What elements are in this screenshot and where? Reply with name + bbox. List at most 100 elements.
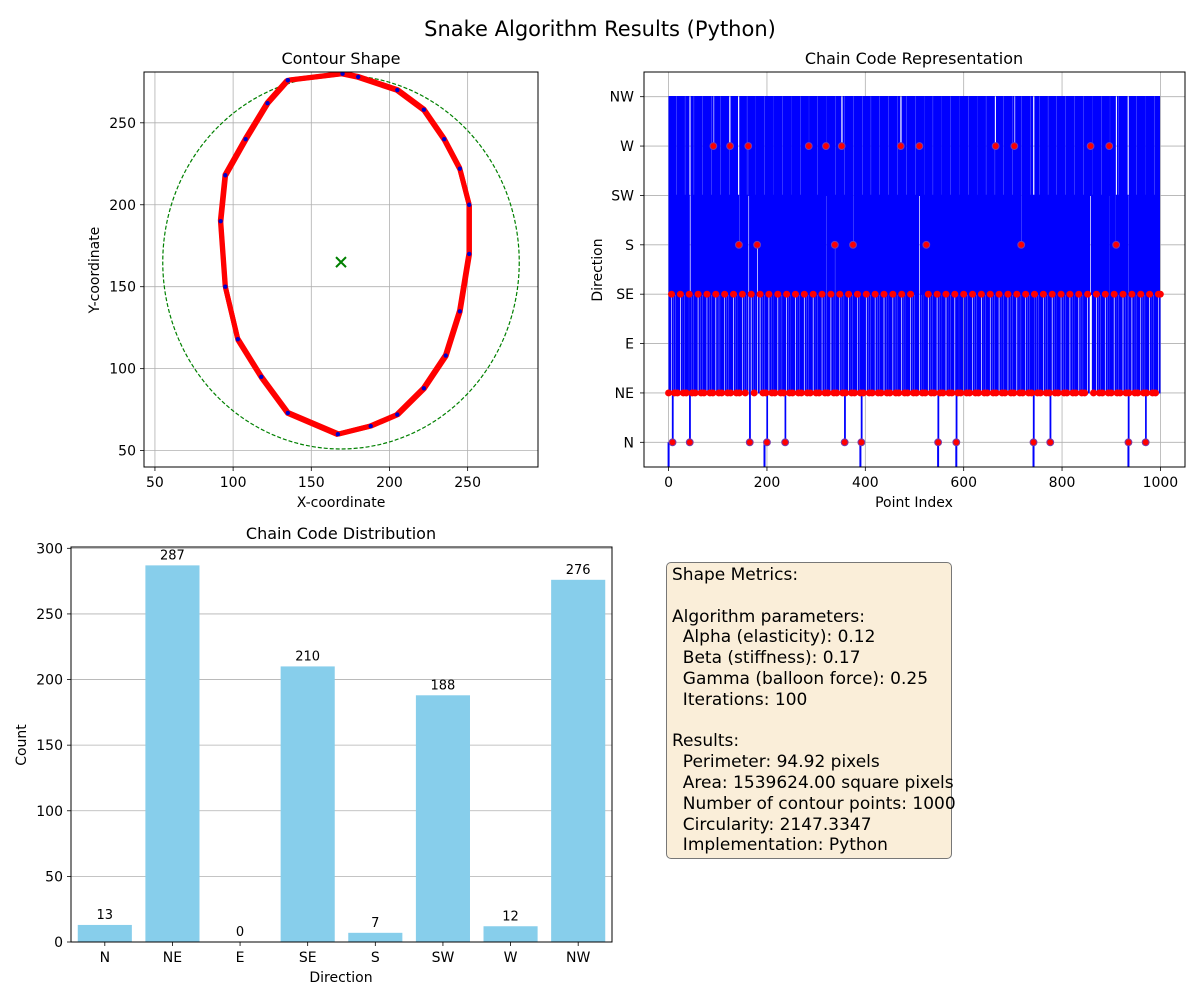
chain-code-point	[850, 389, 858, 397]
chain-code-point	[1001, 389, 1009, 397]
chain-code-point	[840, 438, 849, 447]
chain-code-point	[700, 389, 708, 397]
chain-code-point	[750, 389, 758, 397]
chain-code-plot-area	[665, 96, 1164, 467]
metrics-line: Results:	[672, 731, 740, 752]
contour-point	[457, 166, 463, 171]
distribution-x-tick-label: W	[504, 950, 518, 966]
metrics-line: Implementation: Python	[672, 835, 888, 856]
contour-x-tick-label: 150	[298, 475, 325, 491]
contour-point	[223, 173, 228, 178]
chain-code-point	[845, 290, 853, 298]
chain-code-point	[726, 142, 734, 150]
metrics-line: Gamma (balloon force): 0.25	[672, 668, 929, 689]
contour-point	[443, 353, 448, 358]
chain-code-point	[952, 438, 961, 447]
contour-point	[235, 336, 241, 342]
chain-code-point	[969, 290, 977, 298]
chain-code-point	[694, 290, 702, 298]
chain-code-point	[1128, 290, 1136, 298]
chain-code-point	[995, 290, 1003, 298]
chain-code-point	[859, 389, 867, 397]
chain-code-point	[1031, 290, 1039, 298]
distribution-x-tick-label: N	[100, 950, 110, 966]
chain-code-point	[1057, 290, 1065, 298]
chain-code-point	[1028, 389, 1036, 397]
distribution-x-tick-label: NW	[566, 950, 590, 966]
chain-code-point	[745, 438, 754, 447]
chain-code-point	[1098, 389, 1106, 397]
chain-code-point	[735, 240, 743, 249]
contour-y-tick-label: 100	[109, 362, 136, 378]
distribution-y-tick-label: 0	[54, 935, 63, 951]
chain-code-point	[915, 142, 924, 150]
chain-code-point	[830, 240, 839, 249]
chain-code-y-tick-label: E	[625, 337, 634, 353]
chain-code-point	[1105, 142, 1114, 150]
metrics-line	[672, 711, 951, 732]
distribution-axes-frame	[70, 546, 613, 943]
metrics-line: Shape Metrics:	[672, 565, 799, 585]
contour-point	[355, 74, 361, 80]
chain-code-point	[789, 389, 797, 397]
chain-code-point	[853, 290, 861, 298]
chain-code-point	[1022, 290, 1030, 298]
chain-code-point	[668, 290, 676, 298]
contour-y-tick-label: 50	[118, 444, 136, 460]
chain-code-point	[957, 389, 965, 397]
chain-code-x-tick-label: 600	[950, 475, 977, 491]
chain-code-point	[824, 389, 832, 397]
chain-code-point	[1036, 389, 1044, 397]
chain-code-point	[665, 389, 673, 397]
chain-code-point	[921, 389, 929, 397]
distribution-y-tick-label: 150	[36, 738, 63, 754]
contour-point	[218, 218, 223, 224]
distribution-bar-value-label: 0	[236, 925, 244, 940]
chain-code-point	[886, 389, 894, 397]
chain-code-point	[933, 290, 941, 298]
distribution-bar	[77, 924, 132, 942]
chain-code-x-tick-label: 400	[852, 475, 879, 491]
contour-point	[395, 87, 400, 93]
chain-code-point	[992, 389, 1000, 397]
chain-code-point	[951, 290, 959, 298]
chain-code-point	[804, 142, 813, 150]
distribution-x-tick-label: S	[371, 950, 380, 966]
chain-code-point	[934, 438, 943, 447]
chain-code-point	[827, 290, 835, 298]
contour-point	[421, 386, 427, 391]
chain-code-x-axis-label: Point Index	[875, 495, 953, 511]
chain-code-point	[1054, 389, 1062, 397]
chain-code-point	[1141, 438, 1150, 447]
distribution-x-tick-label: SE	[299, 950, 317, 966]
contour-point	[259, 374, 264, 380]
distribution-x-tick-label: SW	[432, 950, 455, 966]
distribution-x-tick-label: E	[236, 950, 245, 966]
figure-suptitle: Snake Algorithm Results (Python)	[424, 17, 776, 41]
chain-code-x-tick-label: 200	[754, 475, 781, 491]
chain-code-y-tick-label: W	[620, 139, 634, 155]
contour-grid	[140, 72, 538, 471]
chain-code-point	[939, 389, 947, 397]
contour-point	[335, 432, 341, 437]
chain-code-point	[862, 290, 870, 298]
chain-code-point	[912, 389, 920, 397]
chain-code-point	[889, 290, 897, 298]
chain-code-point	[837, 142, 846, 150]
chain-code-point	[1063, 389, 1071, 397]
contour-point	[421, 107, 427, 112]
chain-code-point	[922, 240, 931, 249]
chain-code-point	[712, 290, 720, 298]
chain-code-point	[1107, 389, 1115, 397]
chain-code-point	[1101, 290, 1109, 298]
chain-code-plot-title: Chain Code Representation	[805, 49, 1023, 68]
metrics-line: Circularity: 2147.3347	[672, 814, 872, 835]
chain-code-point	[877, 389, 885, 397]
chain-code-point	[942, 290, 950, 298]
chain-code-point	[1086, 142, 1095, 150]
chain-code-point	[1048, 290, 1056, 298]
chain-code-point	[895, 389, 903, 397]
chain-code-point	[709, 389, 717, 397]
metrics-line: Algorithm parameters:	[672, 606, 865, 627]
chain-code-point	[818, 290, 826, 298]
